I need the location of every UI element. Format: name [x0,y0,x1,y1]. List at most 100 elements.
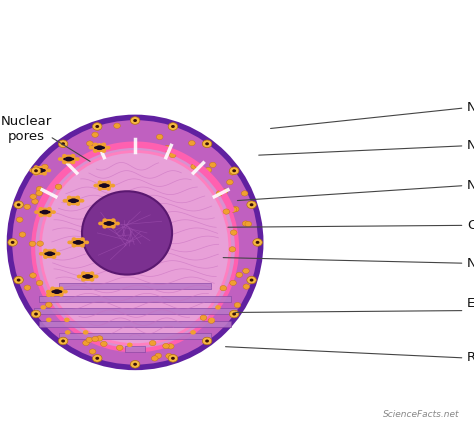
Circle shape [81,278,86,282]
Circle shape [14,201,23,208]
Circle shape [89,146,93,150]
Circle shape [58,157,63,161]
Circle shape [17,203,20,206]
Circle shape [65,330,71,335]
Circle shape [95,125,99,128]
Circle shape [149,340,156,346]
Circle shape [202,337,212,345]
Circle shape [67,202,72,206]
Circle shape [117,345,123,351]
Circle shape [93,143,98,146]
Ellipse shape [67,197,80,204]
Circle shape [77,275,82,278]
Circle shape [38,214,43,217]
Circle shape [55,184,62,190]
Circle shape [100,341,107,347]
Circle shape [72,244,76,247]
Circle shape [166,354,173,359]
Circle shape [43,255,48,259]
Circle shape [63,199,67,202]
Circle shape [247,276,256,284]
Ellipse shape [93,144,106,151]
Circle shape [59,293,64,297]
Circle shape [47,207,52,211]
Circle shape [46,318,52,322]
Circle shape [34,165,38,169]
Circle shape [110,184,115,187]
Circle shape [39,252,44,256]
Circle shape [130,117,140,124]
Circle shape [32,199,38,204]
Circle shape [243,284,250,289]
Circle shape [46,169,51,172]
Circle shape [59,286,64,290]
Circle shape [46,302,52,307]
Ellipse shape [72,239,85,246]
Circle shape [47,214,52,217]
Circle shape [92,354,102,362]
Ellipse shape [38,209,52,216]
Circle shape [232,169,236,172]
Circle shape [191,164,198,169]
Circle shape [43,249,48,253]
Circle shape [42,172,47,175]
Ellipse shape [98,182,111,189]
Ellipse shape [82,191,172,275]
Circle shape [127,342,133,347]
Text: Chromatin: Chromatin [467,219,474,232]
Circle shape [205,167,212,172]
Circle shape [229,247,236,252]
Circle shape [220,285,227,291]
Circle shape [81,271,86,275]
Circle shape [250,203,254,206]
Circle shape [102,225,107,229]
Circle shape [67,196,72,199]
Circle shape [34,172,38,175]
Circle shape [17,279,20,282]
Circle shape [215,305,221,309]
Circle shape [52,255,56,259]
Circle shape [195,163,201,168]
Circle shape [72,237,76,241]
Circle shape [83,330,89,335]
Circle shape [243,268,249,273]
Circle shape [42,164,48,169]
Circle shape [229,170,236,175]
Circle shape [38,207,43,211]
Circle shape [61,142,65,146]
Circle shape [95,357,99,360]
Circle shape [223,209,229,214]
Circle shape [102,218,107,222]
Circle shape [84,241,89,244]
Circle shape [51,210,56,214]
Circle shape [101,149,106,153]
Circle shape [216,191,223,196]
Circle shape [75,196,80,199]
Circle shape [64,318,70,322]
Circle shape [115,222,120,226]
Ellipse shape [34,167,47,174]
Circle shape [133,363,137,366]
Circle shape [86,337,93,342]
Circle shape [31,167,41,175]
Ellipse shape [9,117,261,367]
Circle shape [164,146,171,151]
Circle shape [200,315,207,321]
Circle shape [30,194,36,199]
Circle shape [111,225,116,229]
Ellipse shape [40,152,230,345]
Ellipse shape [50,288,64,295]
Circle shape [19,232,26,237]
Circle shape [234,303,241,308]
Circle shape [14,276,23,284]
Circle shape [40,305,46,309]
Ellipse shape [102,220,116,227]
Circle shape [202,140,212,148]
Circle shape [208,318,215,324]
Circle shape [90,271,94,275]
Circle shape [46,290,51,294]
Circle shape [71,154,75,158]
Circle shape [50,293,55,297]
Circle shape [11,241,15,244]
Circle shape [133,119,137,122]
